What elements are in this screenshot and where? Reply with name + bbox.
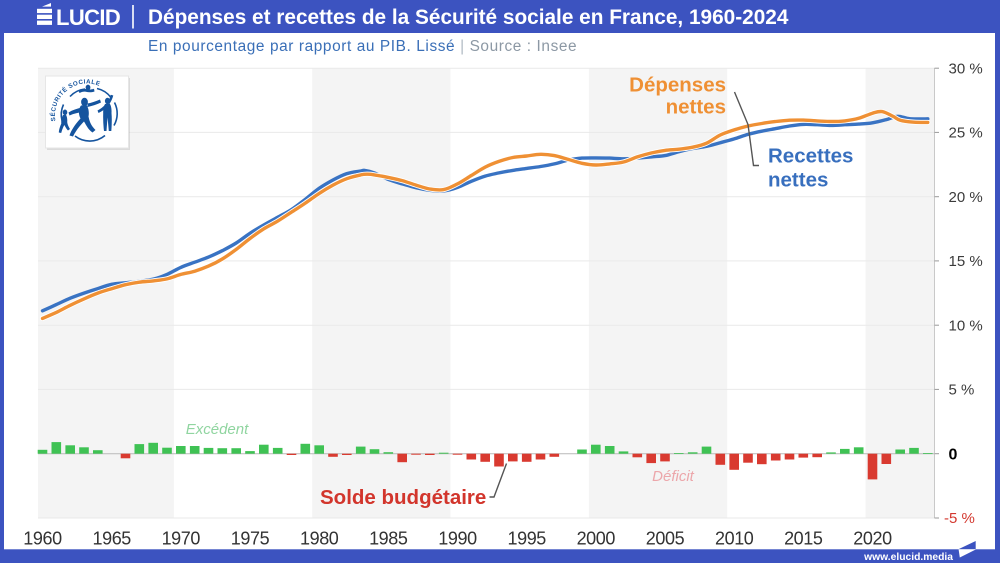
- svg-text:En pourcentage par rapport au: En pourcentage par rapport au PIB. Lissé…: [148, 38, 577, 55]
- svg-text:Dépenses et recettes de la Séc: Dépenses et recettes de la Sécurité soci…: [148, 6, 789, 29]
- svg-text:1980: 1980: [300, 529, 339, 549]
- svg-text:1995: 1995: [507, 529, 546, 549]
- svg-text:1975: 1975: [231, 529, 270, 549]
- svg-text:www.elucid.media: www.elucid.media: [863, 552, 953, 563]
- svg-text:5 %: 5 %: [949, 382, 975, 399]
- svg-text:-5 %: -5 %: [944, 510, 975, 527]
- svg-text:Recettes: Recettes: [768, 145, 853, 168]
- svg-text:2000: 2000: [577, 529, 616, 549]
- svg-text:20 %: 20 %: [949, 189, 983, 206]
- svg-text:1990: 1990: [438, 529, 477, 549]
- svg-text:LUCID: LUCID: [56, 5, 120, 30]
- svg-text:0: 0: [949, 446, 958, 463]
- svg-text:Déficit: Déficit: [652, 468, 695, 485]
- svg-text:2020: 2020: [853, 529, 892, 549]
- svg-text:1965: 1965: [92, 529, 131, 549]
- svg-text:1960: 1960: [23, 529, 62, 549]
- svg-text:15 %: 15 %: [949, 253, 983, 270]
- svg-text:25 %: 25 %: [949, 125, 983, 142]
- svg-text:Excédent: Excédent: [186, 421, 249, 438]
- svg-text:Dépenses: Dépenses: [629, 74, 726, 97]
- svg-text:2015: 2015: [784, 529, 823, 549]
- svg-text:1985: 1985: [369, 529, 408, 549]
- svg-text:30 %: 30 %: [949, 60, 983, 77]
- svg-text:2005: 2005: [646, 529, 685, 549]
- svg-text:10 %: 10 %: [949, 317, 983, 334]
- svg-text:2010: 2010: [715, 529, 754, 549]
- svg-text:Solde budgétaire: Solde budgétaire: [320, 486, 486, 509]
- svg-text:nettes: nettes: [666, 96, 726, 119]
- svg-text:nettes: nettes: [768, 169, 828, 192]
- svg-text:1970: 1970: [162, 529, 201, 549]
